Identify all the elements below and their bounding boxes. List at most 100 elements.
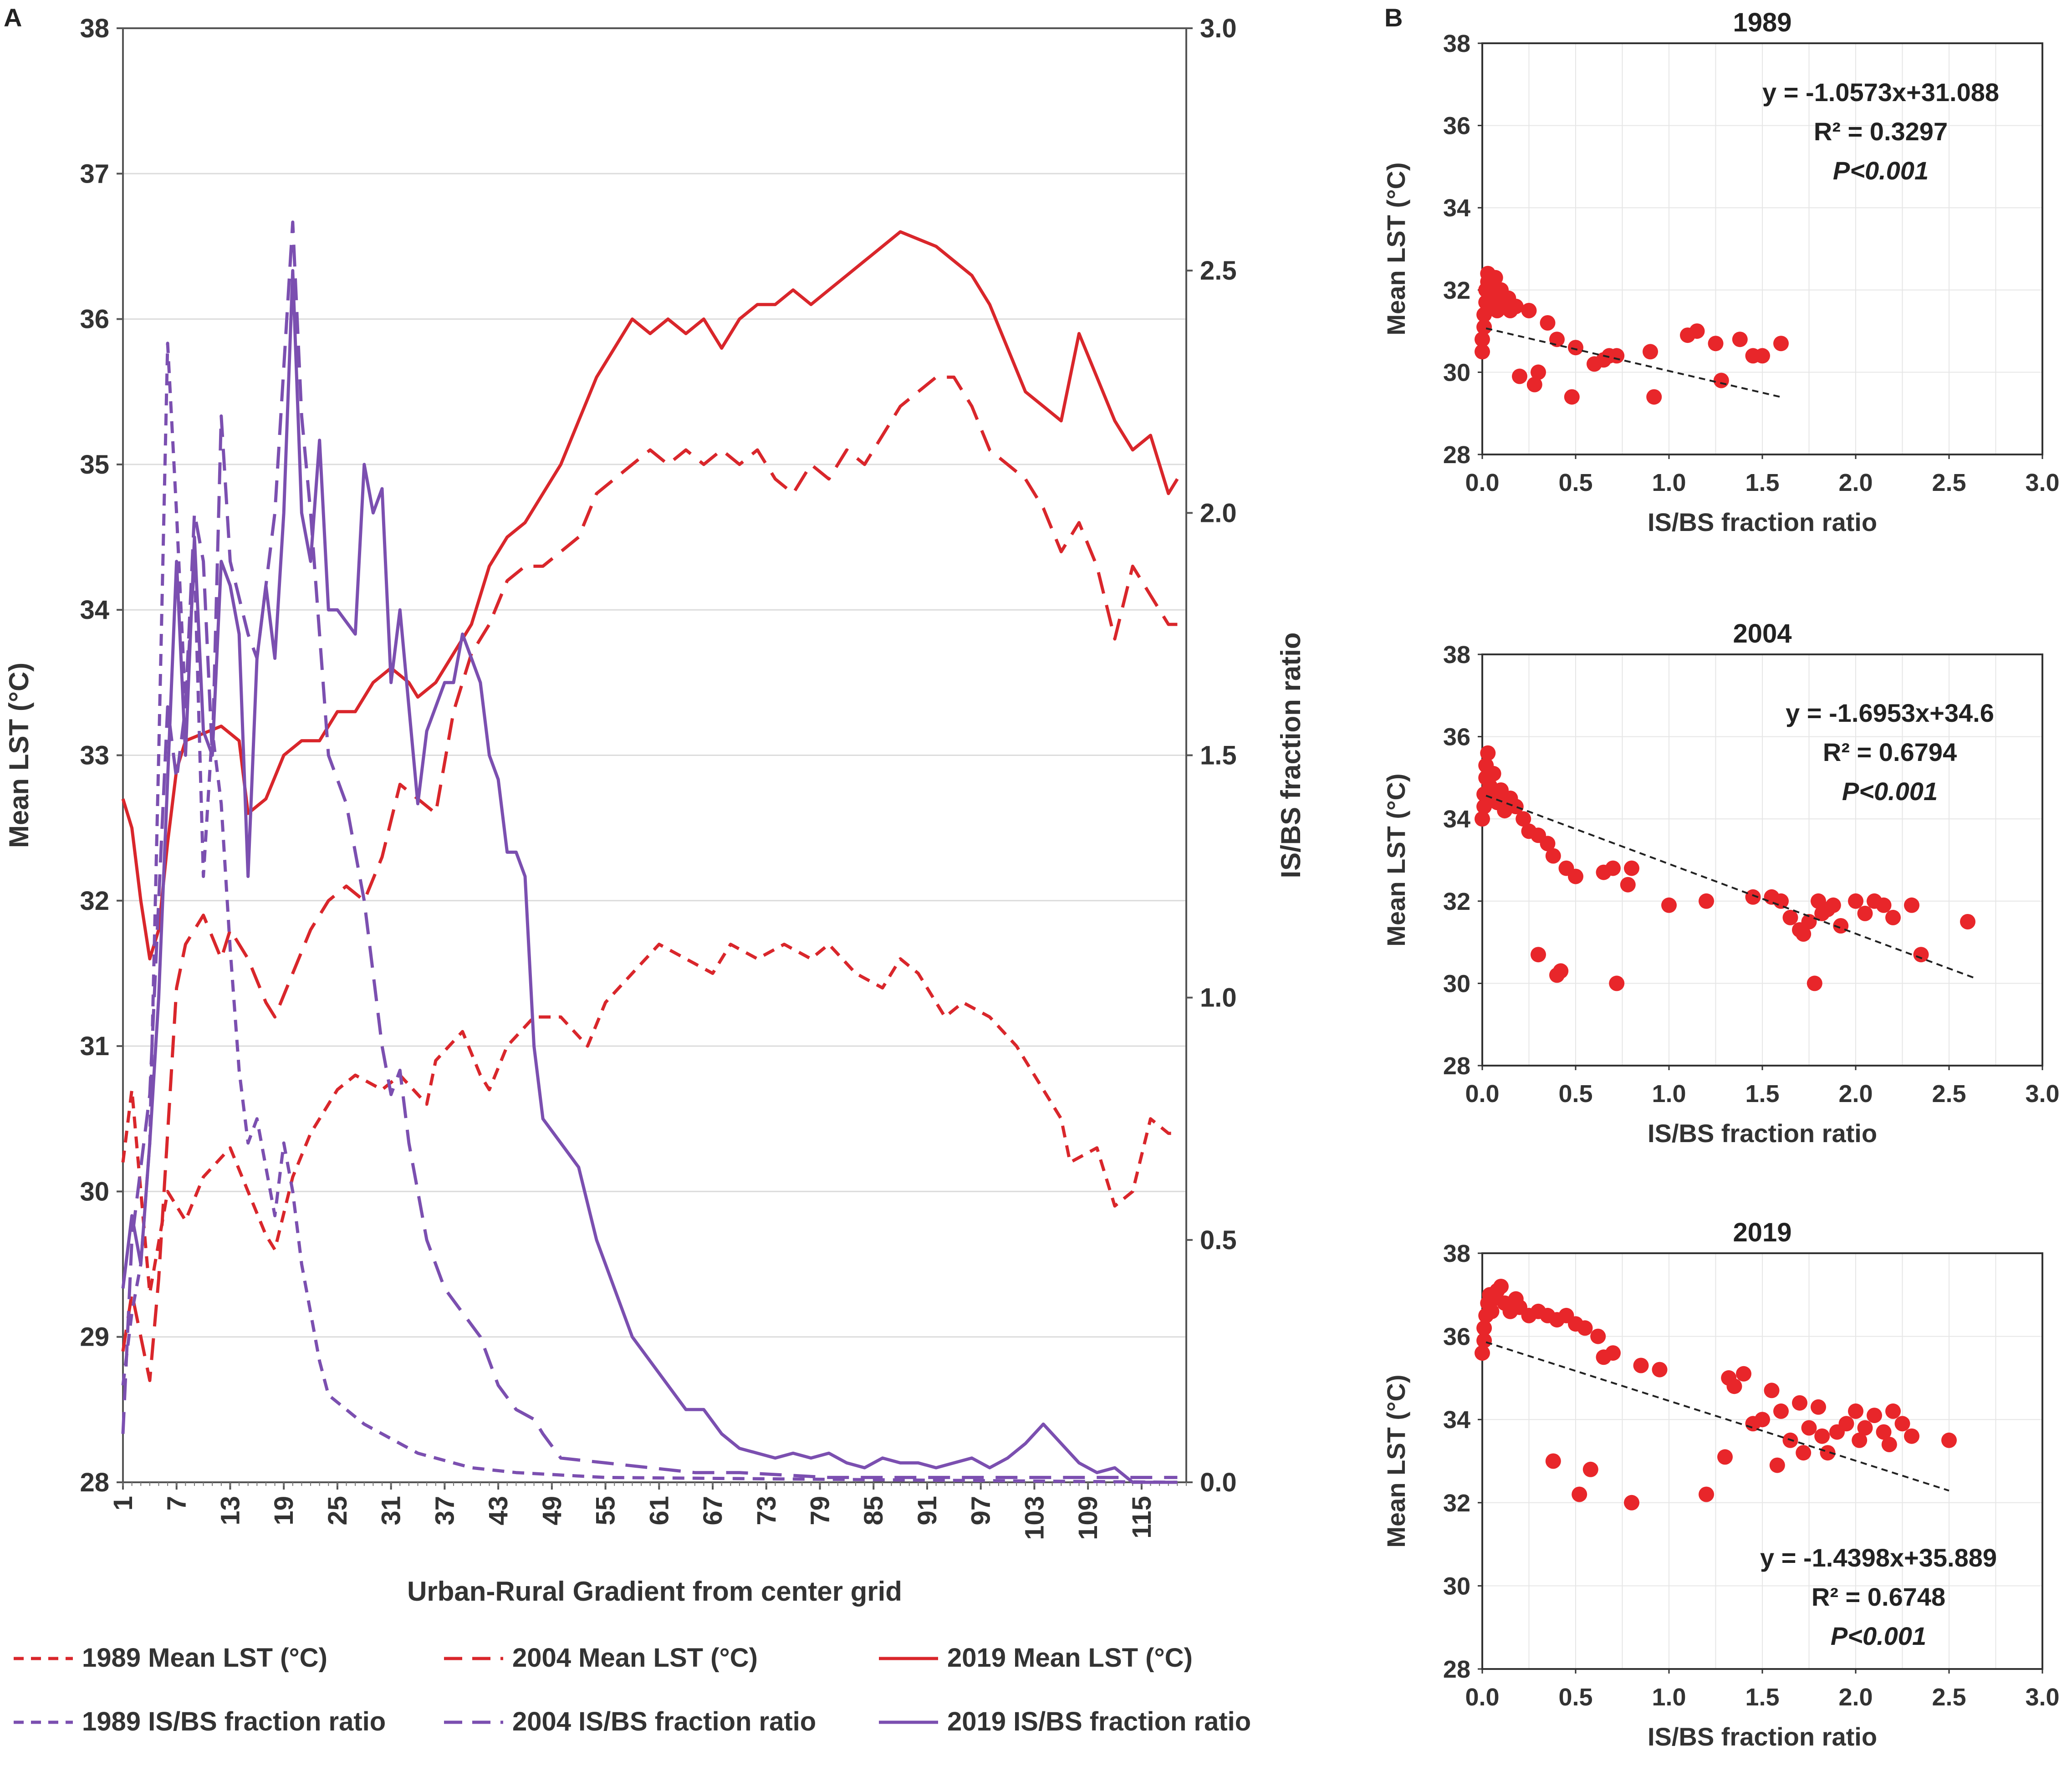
data-point — [1904, 1428, 1919, 1444]
data-point — [1545, 848, 1561, 864]
trend-line — [1485, 327, 1781, 398]
panel-b-scatter-2004: 2004 28 30 32 34 36 38 0.0 0.5 1.0 1.5 2.0 2.5 3.0 IS/… — [1382, 619, 2060, 1148]
data-point — [1769, 1457, 1785, 1473]
panel-a-line-chart: 28 29 30 31 32 33 34 35 36 37 38 0.0 0.5 1.0 1.5 2.0 2.5… — [4, 14, 1306, 1736]
data-point — [1609, 348, 1625, 364]
x-tick-label: 37 — [430, 1496, 459, 1526]
data-point — [1732, 332, 1748, 347]
y2-tick-label: 0.5 — [1200, 1225, 1237, 1255]
x-tick-label: 0.5 — [1558, 1684, 1592, 1711]
data-point — [1736, 1366, 1751, 1382]
data-point — [1493, 1279, 1509, 1294]
legend-label: 2004 Mean LST (°C) — [512, 1643, 758, 1673]
data-point — [1838, 1416, 1854, 1432]
y2-tick-label: 0.0 — [1200, 1468, 1237, 1497]
trend-line — [1485, 1341, 1950, 1492]
x-tick-label: 97 — [966, 1496, 996, 1526]
data-point — [1820, 1445, 1836, 1461]
data-point — [1801, 1420, 1817, 1436]
x-tick-label: 1.0 — [1652, 469, 1686, 496]
series-line-1989-mean-lst-c- — [121, 943, 1178, 1295]
data-point — [1857, 1420, 1873, 1436]
data-point — [1755, 1412, 1770, 1428]
p-value: P<0.001 — [1831, 1622, 1926, 1650]
y-tick-label: 30 — [1443, 1572, 1470, 1600]
y-tick-label: 28 — [1443, 1052, 1470, 1080]
x-tick-label: 2.5 — [1932, 469, 1966, 496]
x-tick-label: 1.5 — [1745, 469, 1779, 496]
data-point — [1540, 315, 1556, 331]
x-tick-label: 0.0 — [1465, 469, 1499, 496]
data-point — [1480, 745, 1496, 761]
y-tick-label: 34 — [1443, 194, 1470, 222]
x-tick-label: 67 — [698, 1496, 728, 1526]
y-tick-label: 33 — [80, 741, 109, 771]
y-tick-label: 38 — [1443, 30, 1470, 57]
legend-label: 1989 Mean LST (°C) — [82, 1643, 327, 1673]
data-point — [1484, 1303, 1500, 1319]
data-point — [1572, 1486, 1587, 1502]
data-point — [1792, 1395, 1807, 1411]
data-point — [1652, 1362, 1668, 1378]
y-tick-label: 38 — [1443, 641, 1470, 669]
data-point — [1545, 1453, 1561, 1469]
panel-a-label: A — [4, 3, 22, 32]
y-tick-label: 37 — [80, 159, 109, 189]
x-tick-label: 2.0 — [1838, 1684, 1873, 1711]
data-point — [1476, 1320, 1492, 1336]
data-point — [1894, 1416, 1910, 1432]
y-tick-label: 32 — [1443, 277, 1470, 304]
data-point — [1646, 389, 1662, 405]
y-tick-label: 29 — [80, 1322, 109, 1352]
regression-equation: y = -1.0573x+31.088 — [1762, 78, 1999, 107]
y-tick-label: 28 — [1443, 441, 1470, 469]
x-tick-label: 109 — [1073, 1496, 1103, 1540]
x-tick-label: 3.0 — [2025, 1080, 2059, 1108]
y-tick-label: 36 — [80, 305, 109, 334]
y-tick-label: 38 — [1443, 1240, 1470, 1267]
data-point — [1564, 389, 1580, 405]
x-tick-label: 73 — [752, 1496, 781, 1526]
data-point — [1745, 889, 1761, 905]
series-line-2004-mean-lst-c- — [121, 375, 1178, 1382]
data-point — [1475, 344, 1490, 360]
data-point — [1689, 323, 1705, 339]
x-axis-title: IS/BS fraction ratio — [1648, 508, 1877, 536]
x-tick-label: 1.0 — [1652, 1684, 1686, 1711]
data-point — [1960, 914, 1975, 929]
panel-b-label: B — [1384, 3, 1403, 32]
panel-b-scatter-2019: 2019 28 30 32 34 36 38 0.0 0.5 1.0 1.5 2.0 2.5 3.0 IS/… — [1382, 1218, 2060, 1751]
x-tick-label: 1.5 — [1745, 1684, 1779, 1711]
series-line-2004-is-bs-fraction-ratio — [121, 220, 1178, 1479]
y-tick-label: 30 — [80, 1177, 109, 1206]
data-point — [1876, 1424, 1892, 1440]
data-point — [1508, 298, 1524, 314]
y-tick-label: 36 — [1443, 112, 1470, 140]
p-value: P<0.001 — [1842, 777, 1938, 806]
data-point — [1941, 1432, 1957, 1448]
data-point — [1624, 1495, 1639, 1511]
data-point — [1814, 1428, 1830, 1444]
data-point — [1590, 1328, 1606, 1344]
y-tick-label: 32 — [80, 886, 109, 916]
data-point — [1568, 340, 1583, 356]
y-tick-label: 30 — [1443, 970, 1470, 997]
x-tick-label: 0.5 — [1558, 469, 1592, 496]
data-point — [1476, 319, 1492, 335]
data-point — [1811, 1399, 1826, 1415]
x-tick-label: 0.0 — [1465, 1080, 1499, 1108]
y-tick-label: 31 — [80, 1031, 109, 1061]
x-tick-label: 2.5 — [1932, 1080, 1966, 1108]
legend-label: 1989 IS/BS fraction ratio — [82, 1707, 386, 1736]
data-point — [1609, 975, 1625, 991]
r-squared: R² = 0.6794 — [1823, 738, 1957, 766]
data-point — [1521, 303, 1537, 318]
x-axis-title: Urban-Rural Gradient from center grid — [407, 1576, 902, 1607]
x-tick-label: 43 — [484, 1496, 513, 1526]
regression-equation: y = -1.6953x+34.6 — [1786, 699, 1994, 727]
x-axis-title: IS/BS fraction ratio — [1648, 1119, 1877, 1148]
x-tick-label: 91 — [913, 1496, 942, 1526]
y-tick-label: 38 — [80, 14, 109, 43]
x-tick-label: 3.0 — [2025, 469, 2059, 496]
x-tick-label: 61 — [644, 1496, 674, 1526]
